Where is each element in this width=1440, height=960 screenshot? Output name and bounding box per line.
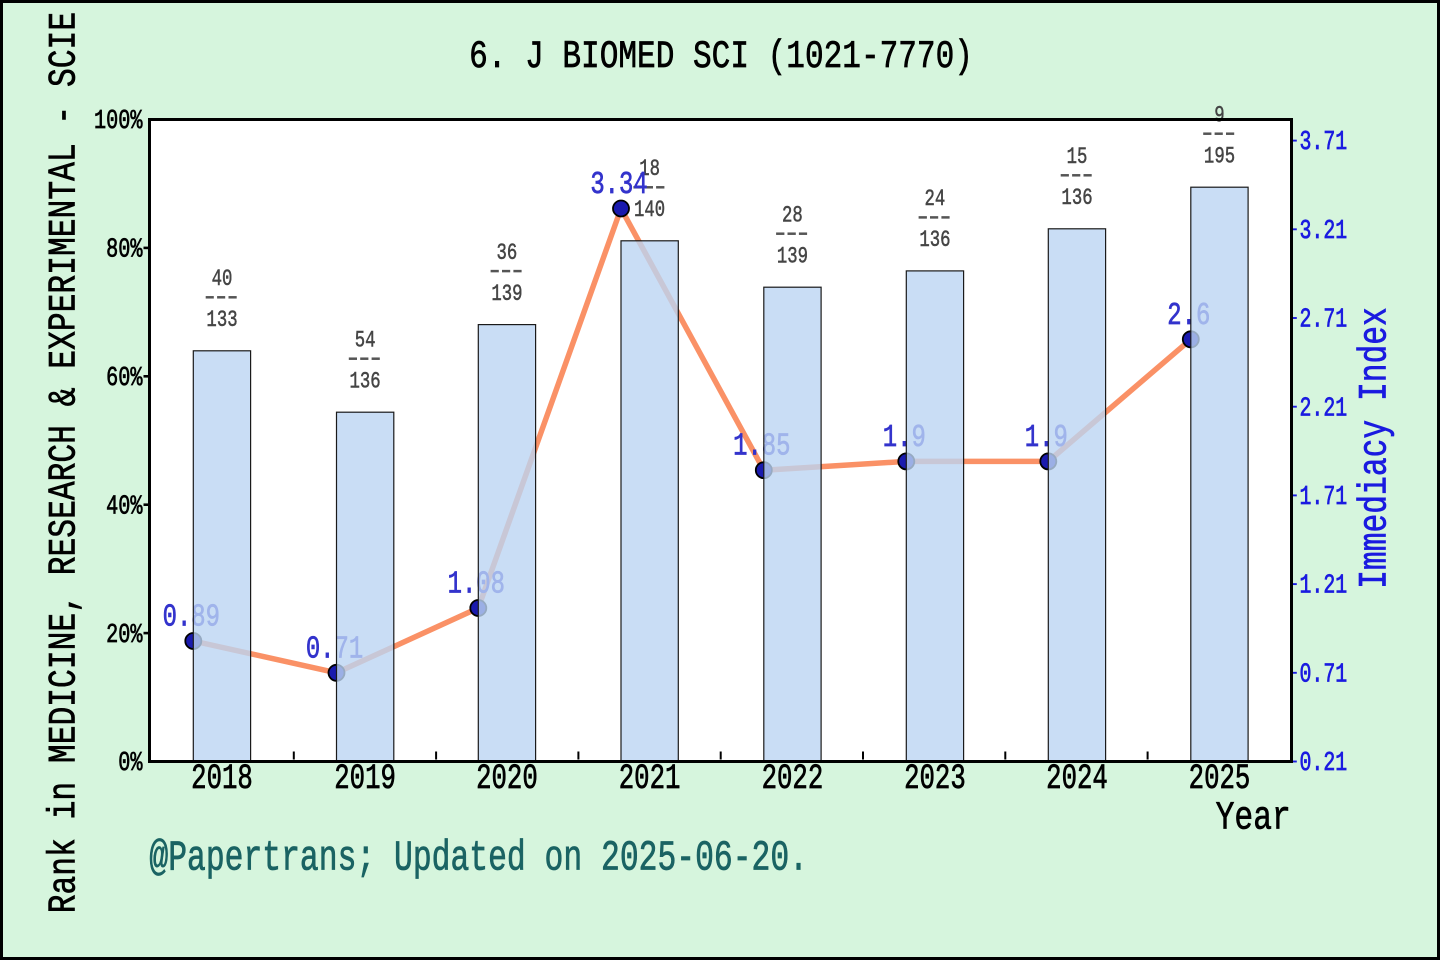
svg-text:2020: 2020 [476,760,538,800]
svg-text:@Papertrans; Updated on 2025-0: @Papertrans; Updated on 2025-06-20. [149,835,808,883]
svg-text:195: 195 [1204,144,1235,170]
svg-text:2.71: 2.71 [1300,305,1348,336]
svg-text:9: 9 [1214,103,1224,129]
svg-text:3.21: 3.21 [1300,216,1348,247]
svg-text:100%: 100% [94,107,143,138]
svg-text:2024: 2024 [1046,760,1108,800]
svg-text:2018: 2018 [191,760,253,800]
svg-text:2025: 2025 [1189,760,1251,800]
svg-text:Immediacy Index: Immediacy Index [1352,307,1397,589]
svg-text:136: 136 [919,228,950,254]
svg-text:133: 133 [206,308,237,334]
svg-text:1.71: 1.71 [1300,482,1348,513]
svg-text:2019: 2019 [334,760,396,800]
svg-text:28: 28 [782,203,803,229]
svg-text:24: 24 [925,187,946,213]
svg-text:36: 36 [497,241,518,267]
svg-text:2.21: 2.21 [1300,394,1348,425]
svg-text:140: 140 [634,198,665,224]
svg-text:80%: 80% [106,235,143,266]
svg-text:136: 136 [1061,186,1092,212]
svg-text:Rank in MEDICINE, RESEARCH & E: Rank in MEDICINE, RESEARCH & EXPERIMENTA… [43,12,87,913]
svg-text:139: 139 [491,282,522,308]
svg-text:Year: Year [1216,795,1291,841]
svg-text:2022: 2022 [762,760,824,800]
svg-text:1.21: 1.21 [1300,571,1348,602]
svg-text:15: 15 [1067,145,1088,171]
svg-text:0.21: 0.21 [1300,749,1348,780]
svg-text:18: 18 [639,157,660,183]
svg-text:40%: 40% [106,492,143,523]
svg-text:20%: 20% [106,620,143,651]
svg-text:139: 139 [777,244,808,270]
svg-text:136: 136 [350,369,381,395]
svg-text:54: 54 [355,328,376,354]
svg-text:40: 40 [212,267,233,293]
svg-text:0%: 0% [118,749,143,780]
svg-text:3.71: 3.71 [1300,128,1348,159]
svg-text:6. J BIOMED SCI (1021-7770): 6. J BIOMED SCI (1021-7770) [469,34,973,79]
svg-text:60%: 60% [106,364,143,395]
svg-text:0.71: 0.71 [1300,660,1348,691]
svg-text:2021: 2021 [619,760,681,800]
svg-text:2023: 2023 [904,760,966,800]
svg-text:3.34: 3.34 [590,168,647,203]
